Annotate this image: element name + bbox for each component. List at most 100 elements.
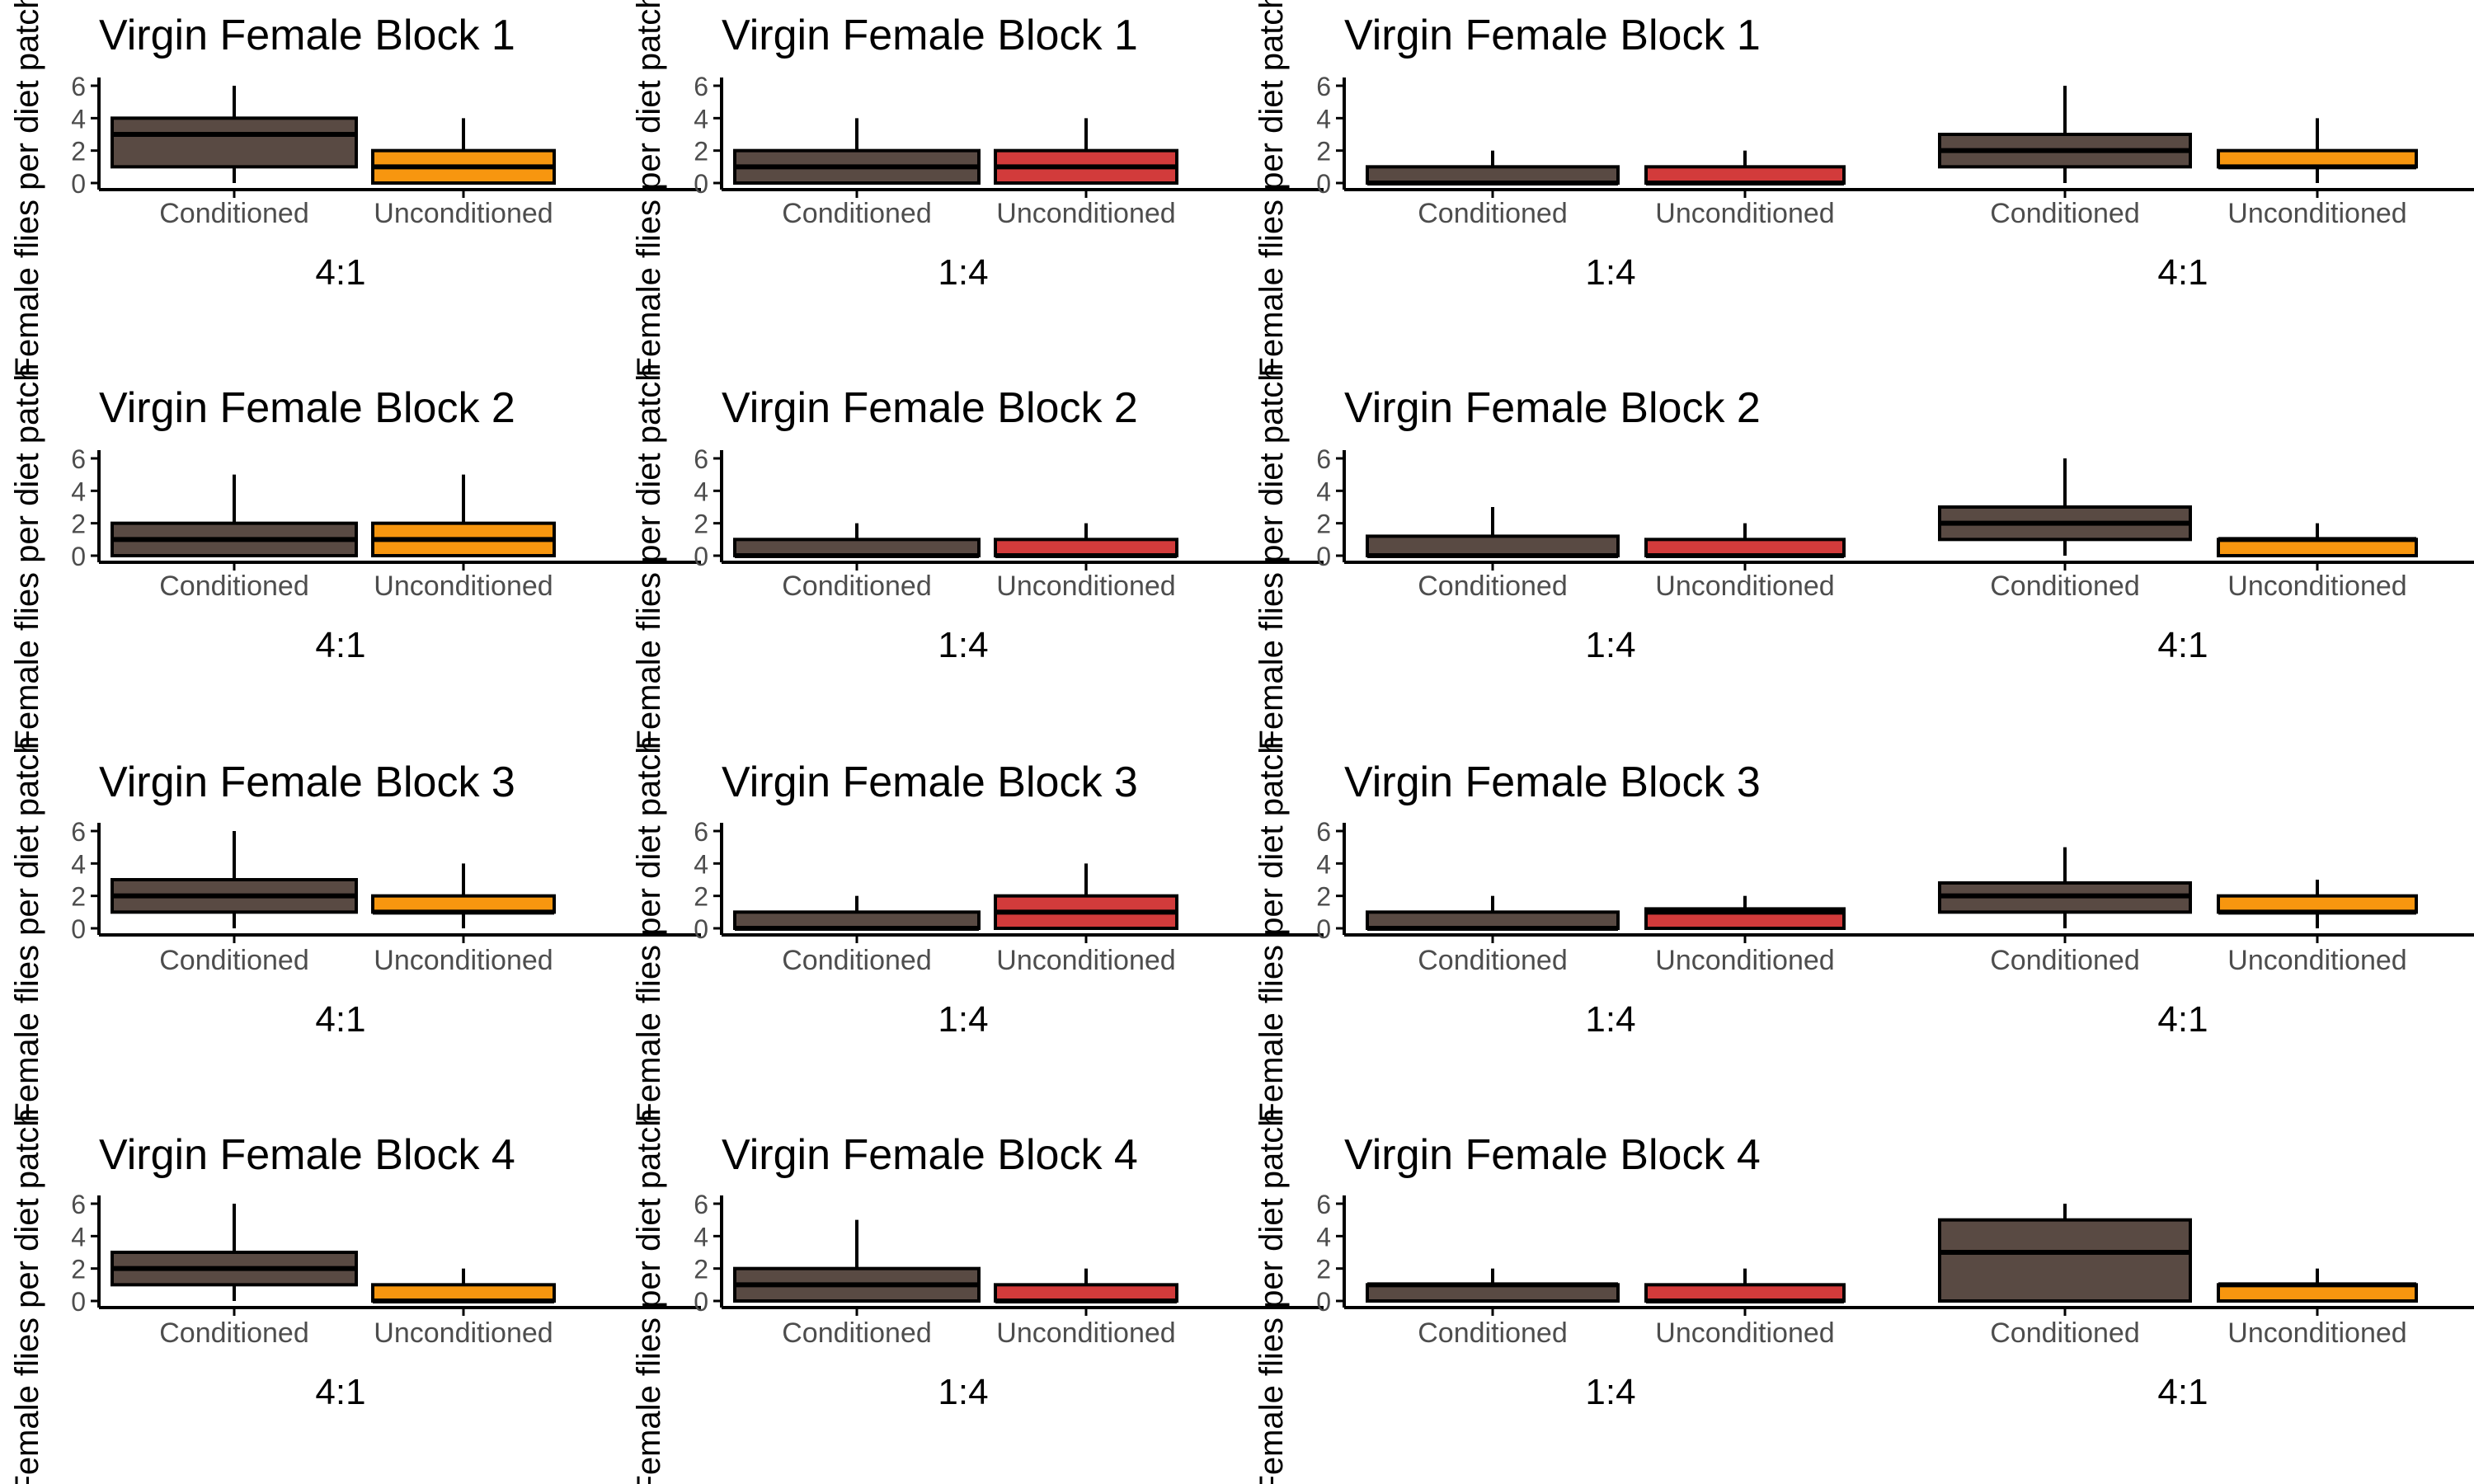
y-tick-label: 4 (71, 477, 86, 506)
y-tick-label: 6 (1316, 72, 1331, 101)
panel-title: Virgin Female Block 4 (722, 1131, 1138, 1179)
y-tick-label: 4 (71, 849, 86, 879)
y-axis-title: Female flies per diet patch (9, 363, 45, 749)
x-axis-title: 1:4 (938, 999, 988, 1040)
x-tick-label: Conditioned (1418, 198, 1567, 229)
x-tick-label: Conditioned (1418, 1317, 1567, 1349)
y-tick-label: 2 (1316, 137, 1331, 167)
y-tick-label: 0 (71, 169, 86, 199)
x-tick-label: Conditioned (782, 571, 931, 602)
x-tick-label: Unconditioned (374, 945, 553, 976)
panel-title: Virgin Female Block 1 (722, 12, 1138, 59)
y-tick-label: 6 (1316, 1190, 1331, 1219)
y-axis-title: Female flies per diet patch (1253, 735, 1290, 1122)
y-tick-label: 2 (71, 137, 86, 167)
y-tick-label: 0 (71, 1287, 86, 1317)
x-tick-label: Unconditioned (374, 571, 553, 602)
y-tick-label: 0 (694, 169, 708, 199)
x-tick-label: Unconditioned (1655, 198, 1834, 229)
y-tick-label: 6 (1316, 817, 1331, 847)
y-tick-label: 2 (694, 510, 708, 539)
x-tick-label: Unconditioned (2227, 571, 2406, 602)
y-tick-label: 2 (1316, 1255, 1331, 1284)
box-iqr (1366, 534, 1620, 558)
x-tick-label: Unconditioned (2227, 945, 2406, 976)
y-tick-label: 0 (1316, 542, 1331, 571)
x-axis-title: 1:4 (1585, 1372, 1635, 1412)
y-tick-label: 6 (694, 1190, 708, 1219)
y-tick-label: 2 (694, 882, 708, 912)
x-tick-label: Conditioned (1418, 571, 1567, 602)
panel-title: Virgin Female Block 2 (1344, 384, 1761, 432)
x-tick-label: Unconditioned (2227, 198, 2406, 229)
x-tick-label: Unconditioned (1655, 1317, 1834, 1349)
x-axis-title: 4:1 (2157, 625, 2208, 665)
x-tick-label: Unconditioned (374, 1317, 553, 1349)
y-tick-label: 0 (694, 542, 708, 571)
y-tick-label: 0 (1316, 169, 1331, 199)
panel-title: Virgin Female Block 1 (99, 12, 515, 59)
y-axis-title: Female flies per diet patch (631, 1108, 667, 1484)
panel-title: Virgin Female Block 3 (1344, 758, 1761, 806)
x-axis-title: 1:4 (1585, 625, 1635, 665)
y-tick-label: 2 (71, 1255, 86, 1284)
box-iqr (111, 116, 358, 169)
x-tick-label: Conditioned (159, 198, 308, 229)
x-tick-label: Conditioned (782, 945, 931, 976)
y-tick-label: 6 (71, 1190, 86, 1219)
panel-r3-c4: Conditioned Unconditioned 4:1 (1917, 847, 2474, 1040)
y-tick-label: 4 (694, 477, 708, 506)
x-tick-label: Conditioned (1990, 571, 2139, 602)
panel-r1-c1: Virgin Female Block 1 024 6 Conditioned Unco… (71, 12, 701, 293)
panel-r4-c1: Virgin Female Block 4 0 2 4 6 Conditioned Unco… (71, 1131, 701, 1412)
panel-r1-c2: Virgin Female Block 1 024 6 Conditioned Unco… (694, 12, 1324, 293)
panel-r2-c1: Virgin Female Block 2 0 2 4 6 Conditioned Unco… (71, 384, 701, 665)
y-tick-label: 2 (1316, 882, 1331, 912)
y-tick-label: 4 (71, 1222, 86, 1252)
y-tick-label: 0 (694, 1287, 708, 1317)
panel-title: Virgin Female Block 2 (722, 384, 1138, 432)
panel-r1-c3: Virgin Female Block 1 024 6 Conditioned Unco… (1316, 12, 1921, 293)
y-tick-label: 6 (694, 444, 708, 474)
x-axis-title: 1:4 (1585, 252, 1635, 293)
y-tick-label: 4 (1316, 1222, 1331, 1252)
y-tick-label: 6 (71, 72, 86, 101)
y-tick-label: 6 (694, 817, 708, 847)
panel-r1-c4: Conditioned Unconditioned 4:1 (1917, 86, 2474, 293)
y-tick-label: 6 (694, 72, 708, 101)
y-tick-label: 4 (1316, 849, 1331, 879)
x-axis-title: 1:4 (1585, 999, 1635, 1040)
panel-title: Virgin Female Block 3 (99, 758, 515, 806)
y-tick-label: 6 (71, 444, 86, 474)
y-tick-label: 0 (71, 914, 86, 944)
y-tick-label: 2 (694, 137, 708, 167)
y-axis-title: Female flies per diet patch (9, 1108, 45, 1484)
panel-title: Virgin Female Block 3 (722, 758, 1138, 806)
y-tick-label: 2 (71, 510, 86, 539)
panel-title: Virgin Female Block 4 (1344, 1131, 1761, 1179)
panel-r2-c2: Virgin Female Block 2 0 2 4 6 Conditioned Unco… (694, 384, 1324, 665)
x-axis-title: 1:4 (938, 1372, 988, 1412)
box-iqr (1938, 1218, 2192, 1303)
x-tick-label: Unconditioned (1655, 945, 1834, 976)
panel-r2-c4: Conditioned Unconditioned 4:1 (1917, 458, 2474, 665)
x-tick-label: Unconditioned (996, 198, 1175, 229)
x-axis-title: 4:1 (315, 252, 365, 293)
x-axis-title: 4:1 (2157, 999, 2208, 1040)
x-tick-label: Conditioned (1418, 945, 1567, 976)
y-tick-label: 2 (71, 882, 86, 912)
x-axis-title: 4:1 (315, 1372, 365, 1412)
y-tick-label: 4 (694, 1222, 708, 1252)
x-tick-label: Unconditioned (996, 1317, 1175, 1349)
y-axis-title: Female flies per diet patch (631, 363, 667, 749)
y-tick-label: 0 (1316, 1287, 1331, 1317)
y-tick-label: 4 (71, 104, 86, 134)
y-axis-title: Female flies per diet patch (9, 0, 45, 378)
y-tick-label: 6 (1316, 444, 1331, 474)
panel-title: Virgin Female Block 2 (99, 384, 515, 432)
y-tick-label: 6 (71, 817, 86, 847)
y-tick-label: 4 (1316, 477, 1331, 506)
x-tick-label: Unconditioned (996, 945, 1175, 976)
